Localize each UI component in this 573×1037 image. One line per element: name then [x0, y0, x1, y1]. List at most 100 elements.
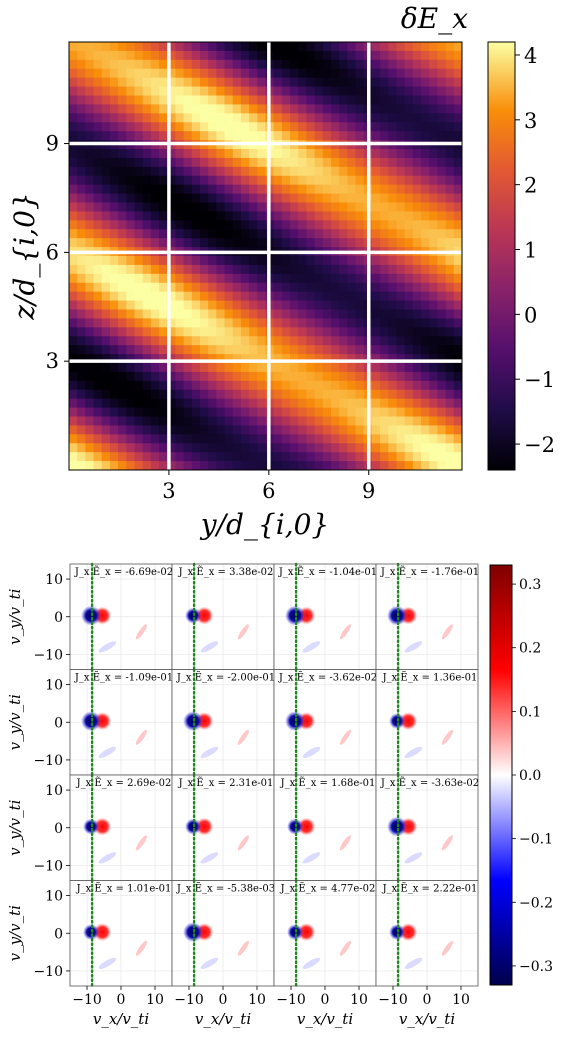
- heatmap-cell: [347, 131, 357, 141]
- heatmap-cell: [93, 452, 103, 462]
- x-tick-label: −10: [72, 992, 102, 1008]
- heatmap-cell: [249, 104, 258, 114]
- faint-positive-streak: [441, 729, 453, 745]
- heatmap-cell: [134, 300, 144, 311]
- heatmap-cell: [183, 149, 193, 159]
- heatmap-cell: [101, 122, 111, 132]
- y-tick-label: 0: [54, 926, 63, 942]
- heatmap-cell: [216, 202, 226, 213]
- heatmap-cell: [240, 256, 250, 266]
- heatmap-cell: [150, 336, 160, 346]
- heatmap-cell: [77, 184, 86, 195]
- colorbar-tick-label: 2: [524, 174, 537, 198]
- heatmap-cell: [150, 104, 160, 114]
- heatmap-cell: [281, 202, 291, 213]
- heatmap-cell: [85, 389, 95, 400]
- heatmap-cell: [396, 371, 406, 382]
- heatmap-cell: [421, 300, 430, 311]
- heatmap-cell: [126, 211, 136, 221]
- heatmap-cell: [126, 425, 136, 435]
- heatmap-cell: [380, 273, 389, 284]
- heatmap-cell: [371, 193, 381, 204]
- heatmap-cell: [421, 309, 430, 320]
- heatmap-cell: [159, 166, 168, 177]
- heatmap-cell: [134, 166, 144, 177]
- heatmap-cell: [388, 211, 398, 221]
- heatmap-cell: [191, 256, 201, 266]
- heatmap-cell: [159, 193, 168, 204]
- heatmap-cell: [232, 309, 242, 320]
- heatmap-cell: [380, 202, 389, 213]
- heatmap-cell: [257, 113, 267, 123]
- heatmap-cell: [142, 434, 152, 444]
- heatmap-cell: [85, 407, 95, 418]
- heatmap-cell: [216, 407, 226, 418]
- heatmap-cell: [224, 309, 234, 320]
- heatmap-cell: [298, 104, 308, 114]
- heatmap-cell: [421, 425, 430, 435]
- heatmap-cell: [306, 184, 316, 195]
- heatmap-cell: [101, 68, 111, 79]
- heatmap-cell: [396, 425, 406, 435]
- heatmap-cell: [101, 452, 111, 462]
- y-tick-label: −10: [33, 858, 63, 874]
- heatmap-cell: [208, 443, 217, 453]
- heatmap-cell: [183, 273, 193, 284]
- heatmap-cell: [249, 166, 258, 177]
- heatmap-cell: [388, 86, 398, 97]
- heatmap-cell: [347, 59, 357, 70]
- heatmap-cell: [167, 327, 177, 337]
- heatmap-cell: [93, 77, 103, 88]
- heatmap-cell: [298, 300, 308, 311]
- heatmap-cell: [404, 300, 414, 311]
- heatmap-cell: [224, 50, 234, 61]
- heatmap-cell: [290, 157, 299, 168]
- heatmap-cell: [380, 229, 389, 239]
- heatmap-cell: [240, 184, 250, 195]
- heatmap-cell: [396, 50, 406, 61]
- heatmap-cell: [290, 416, 299, 427]
- heatmap-cell: [77, 166, 86, 177]
- heatmap-cell: [437, 443, 447, 453]
- heatmap-cell: [355, 220, 365, 230]
- heatmap-cell: [421, 184, 430, 195]
- heatmap-cell: [437, 193, 447, 204]
- heatmap-cell: [159, 291, 168, 302]
- heatmap-cell: [306, 229, 316, 239]
- heatmap-cell: [69, 68, 78, 79]
- heatmap-cell: [396, 68, 406, 79]
- heatmap-cell: [306, 175, 316, 186]
- y-tick-label: 0: [54, 821, 63, 837]
- velocity-panel: J_x Ẽ_x = 2.31e-01: [171, 773, 275, 882]
- heatmap-cell: [281, 157, 291, 168]
- heatmap-cell: [331, 42, 340, 52]
- heatmap-cell: [101, 211, 111, 221]
- heatmap-grid: [69, 42, 462, 470]
- heatmap-cell: [85, 131, 95, 141]
- heatmap-cell: [118, 318, 127, 328]
- heatmap-cell: [159, 354, 168, 364]
- heatmap-cell: [314, 86, 324, 97]
- heatmap-cell: [232, 113, 242, 123]
- heatmap-cell: [429, 273, 439, 284]
- heatmap-cell: [322, 157, 332, 168]
- heatmap-cell: [380, 425, 389, 435]
- heatmap-cell: [437, 175, 447, 186]
- heatmap-cell: [396, 345, 406, 355]
- heatmap-cell: [159, 157, 168, 168]
- heatmap-cell: [257, 318, 267, 328]
- heatmap-cell: [109, 354, 119, 364]
- heatmap-cell: [380, 59, 389, 70]
- heatmap-cell: [339, 461, 348, 470]
- heatmap-cell: [126, 336, 136, 346]
- heatmap-cell: [224, 122, 234, 132]
- heatmap-cell: [371, 398, 381, 409]
- heatmap-cell: [396, 336, 406, 346]
- heatmap-cell: [183, 50, 193, 61]
- heatmap-cell: [69, 282, 78, 293]
- heatmap-cell: [150, 461, 160, 470]
- heatmap-cell: [249, 452, 258, 462]
- heatmap-cell: [412, 175, 422, 186]
- heatmap-cell: [371, 166, 381, 177]
- heatmap-cell: [93, 122, 103, 132]
